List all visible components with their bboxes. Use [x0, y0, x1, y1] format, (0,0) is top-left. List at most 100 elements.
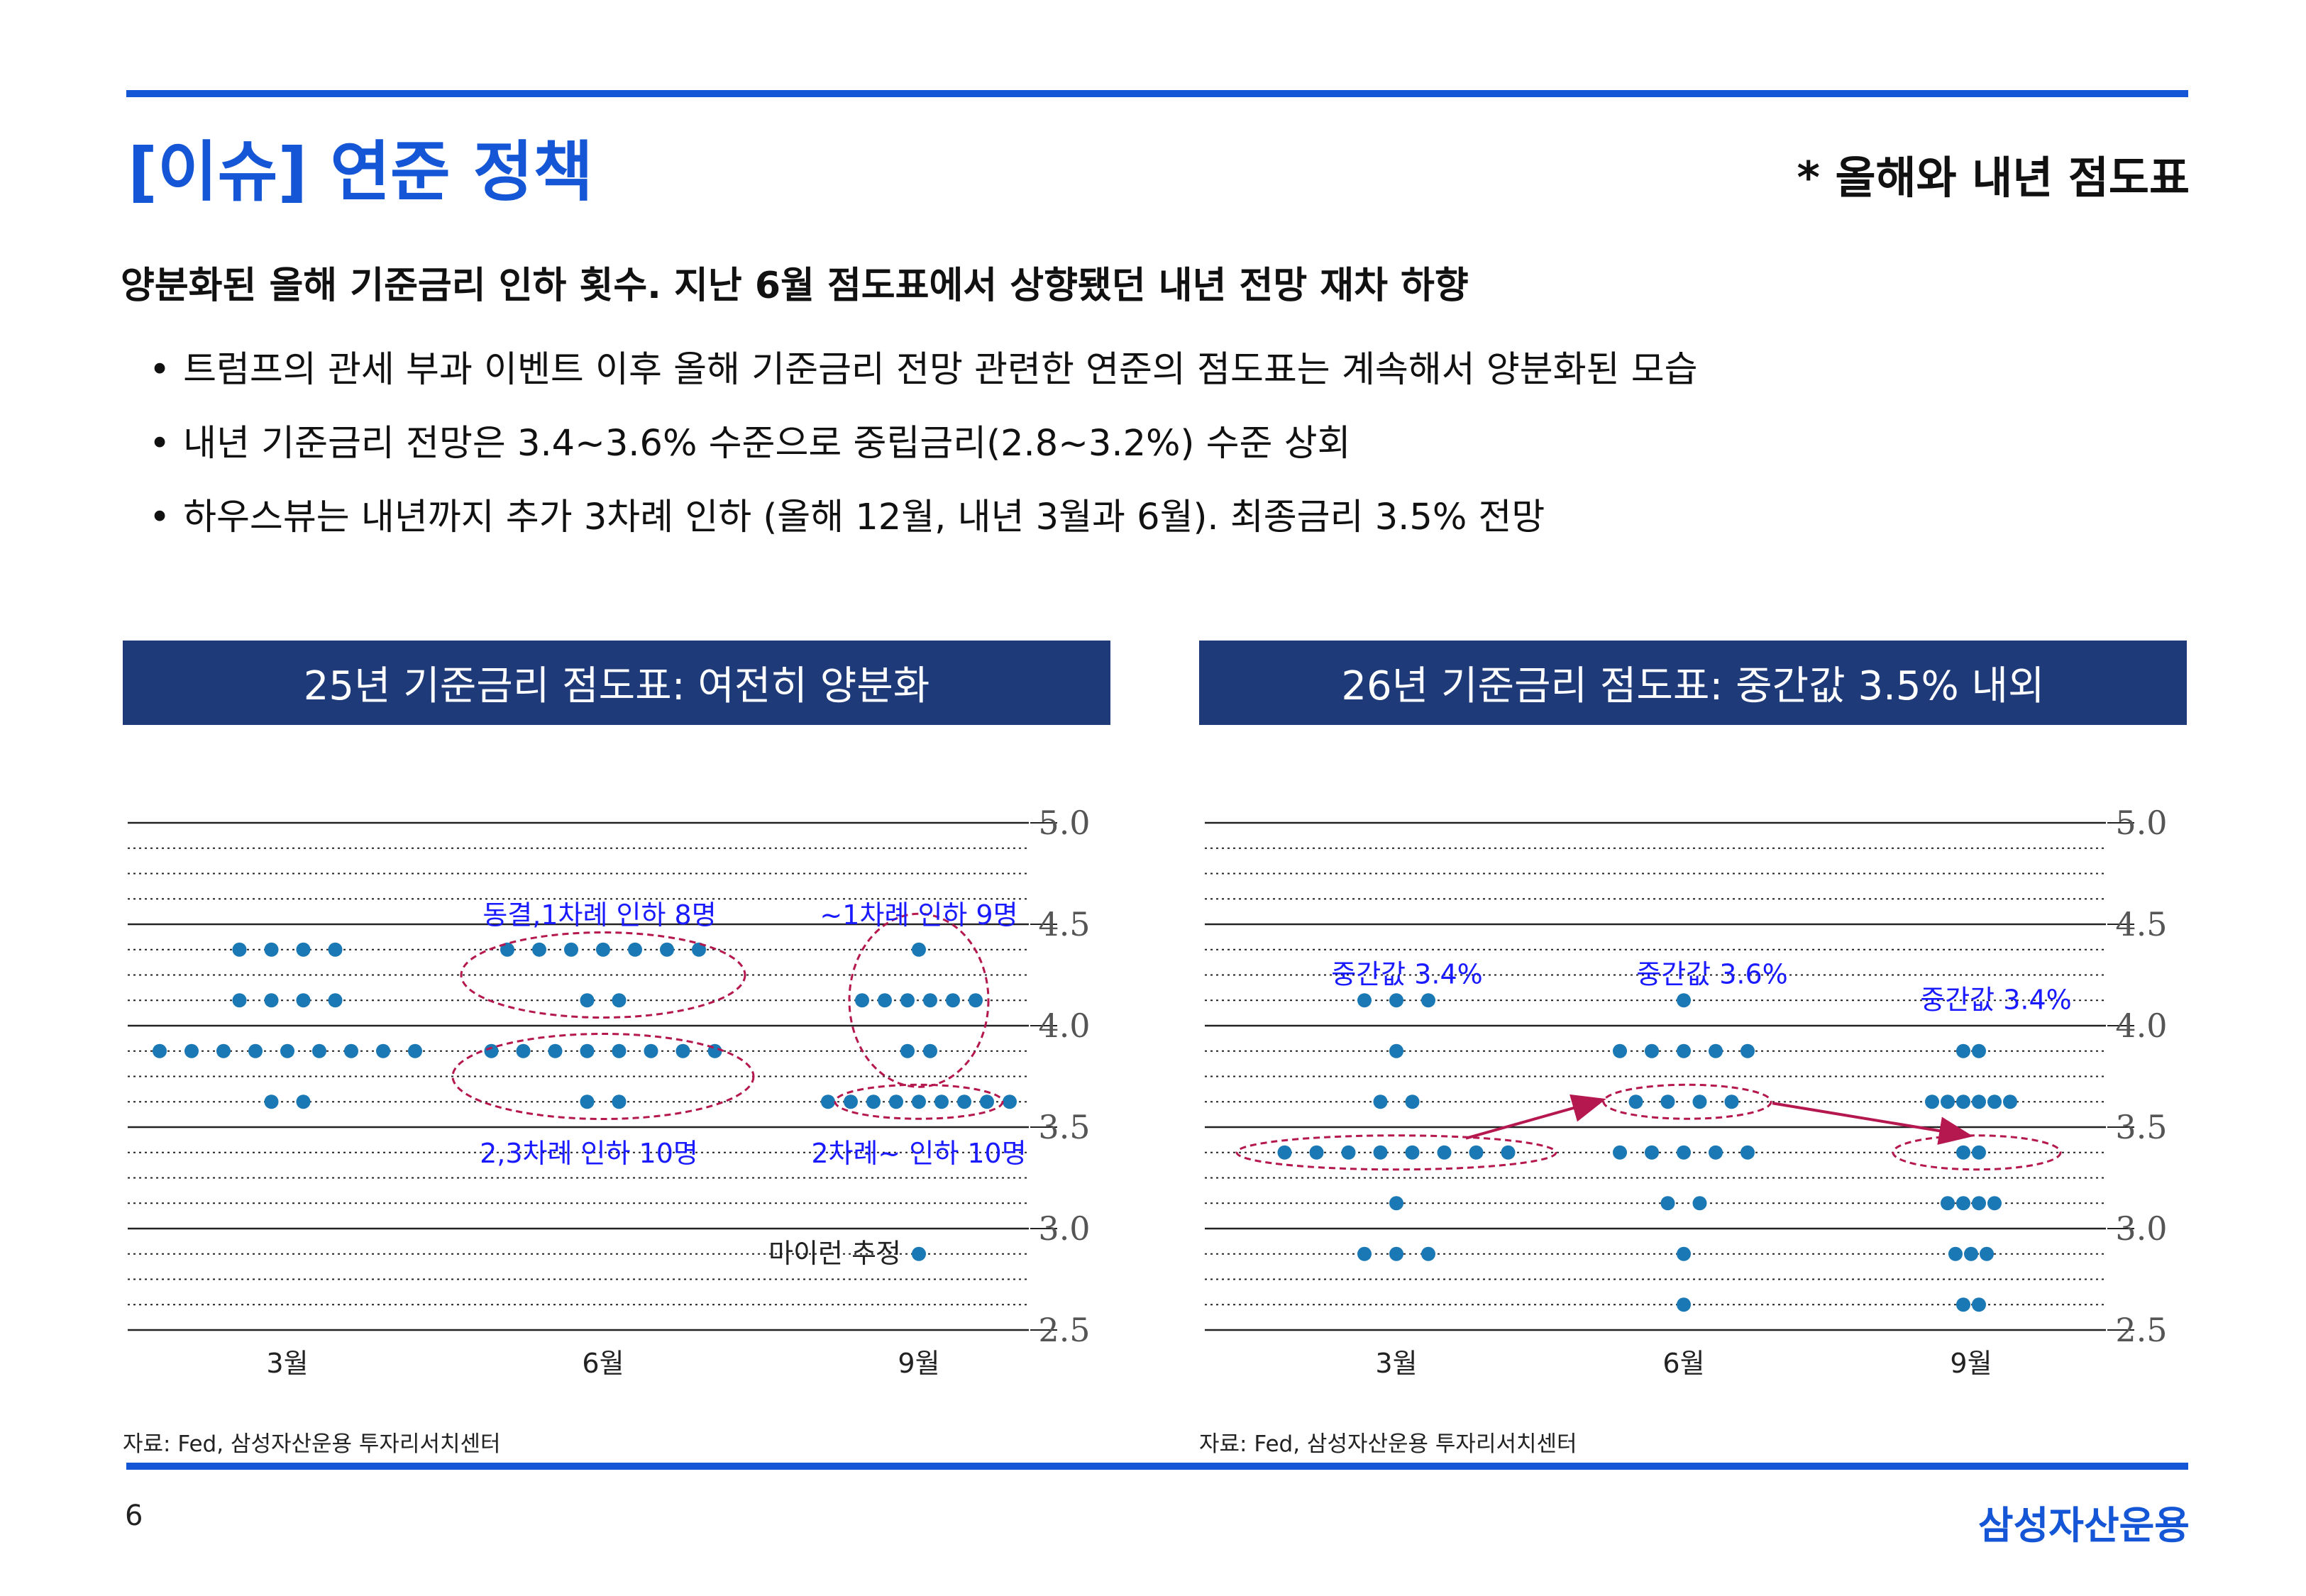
dot [612, 1043, 627, 1058]
median-label: 중간값 3.4% [1331, 959, 1483, 990]
y-tick-label: 3.5 [1038, 1108, 1090, 1146]
annotation-label: 마이런 추정 [768, 1238, 901, 1269]
dot [564, 942, 578, 957]
dot [628, 942, 642, 957]
dot [216, 1043, 231, 1058]
dot [344, 1043, 358, 1058]
bullet-item: 트럼프의 관세 부과 이벤트 이후 올해 기준금리 전망 관련한 연준의 점도표… [149, 333, 1697, 407]
dot [1972, 1145, 1986, 1160]
dot [1964, 1246, 1978, 1261]
dot [1405, 1145, 1420, 1160]
dot [1972, 1043, 1986, 1058]
dot [1956, 1043, 1970, 1058]
dot [1660, 1196, 1675, 1211]
median-ellipse [1892, 1134, 2062, 1171]
dot [484, 1043, 499, 1058]
dot [532, 942, 546, 957]
group-ellipse [848, 912, 990, 1088]
dot [1357, 1246, 1372, 1261]
dot [1437, 1145, 1452, 1160]
dot [296, 1095, 311, 1109]
dot [675, 1043, 690, 1058]
dot [923, 993, 937, 1008]
dot [1677, 993, 1691, 1008]
dot [153, 1043, 167, 1058]
dot [248, 1043, 263, 1058]
dot [264, 993, 279, 1008]
source-note: 자료: Fed, 삼성자산운용 투자리서치센터 [1199, 1431, 1577, 1457]
dot [1948, 1246, 1963, 1261]
dot [1645, 1043, 1659, 1058]
dot [1389, 1246, 1403, 1261]
dot [328, 993, 343, 1008]
dot [580, 1095, 595, 1109]
dot [1941, 1095, 1955, 1109]
dot [957, 1095, 971, 1109]
page-title: [이슈] 연준 정책 [128, 134, 593, 210]
dot [232, 993, 247, 1008]
dot [1309, 1145, 1324, 1160]
median-label: 중간값 3.4% [1920, 984, 2072, 1015]
dot [1709, 1145, 1723, 1160]
dot [376, 1043, 390, 1058]
dot [1980, 1246, 1994, 1261]
dot [500, 942, 514, 957]
source-note: 자료: Fed, 삼성자산운용 투자리서치센터 [123, 1431, 501, 1457]
dot [580, 993, 595, 1008]
dot [969, 993, 983, 1008]
median-ellipse [1235, 1134, 1557, 1171]
dot [312, 1043, 326, 1058]
dot [1469, 1145, 1484, 1160]
dot [889, 1095, 903, 1109]
dot [1501, 1145, 1516, 1160]
dot [1987, 1095, 2002, 1109]
dot [1341, 1145, 1356, 1160]
group-ellipse [834, 1083, 1004, 1120]
chart-title-2025: 25년 기준금리 점도표: 여전히 양분화 [123, 641, 1110, 725]
dot [280, 1043, 294, 1058]
x-tick-label: 3월 [266, 1348, 308, 1379]
dot [1357, 993, 1372, 1008]
dot [1677, 1145, 1691, 1160]
dot [1956, 1095, 1970, 1109]
x-tick-label: 9월 [1950, 1348, 1992, 1379]
dot [1613, 1145, 1627, 1160]
median-shift-arrow [1465, 1094, 1606, 1140]
dot [1972, 1196, 1986, 1211]
dot [946, 993, 960, 1008]
dot [612, 1095, 627, 1109]
dot [1389, 993, 1403, 1008]
dot [878, 993, 892, 1008]
annotation-label: 2차례~ 인하 10명 [811, 1138, 1026, 1169]
dot [660, 942, 674, 957]
dot [408, 1043, 422, 1058]
dot [1709, 1043, 1723, 1058]
dot [612, 993, 627, 1008]
dot [923, 1043, 937, 1058]
median-shift-arrow [1772, 1102, 1973, 1145]
dot [1389, 1043, 1403, 1058]
y-tick-label: 5.0 [2115, 804, 2167, 842]
dot [1677, 1246, 1691, 1261]
dot [912, 942, 926, 957]
annotation-label: 2,3차례 인하 10명 [480, 1138, 698, 1169]
dot-plot-2026: 5.0 4.5 4.0 3.5 3.0 2.5 3월 6월 9월 중간값 3.4% 중간값 3.6%… [1205, 804, 2168, 1379]
dot [1003, 1095, 1017, 1109]
dot [912, 1095, 926, 1109]
dot [1277, 1145, 1292, 1160]
y-tick-label: 3.5 [2115, 1108, 2167, 1146]
dot [1389, 1196, 1403, 1211]
dot [980, 1095, 994, 1109]
dot [1373, 1145, 1388, 1160]
dot [1941, 1196, 1955, 1211]
bullet-item: 내년 기준금리 전망은 3.4~3.6% 수준으로 중립금리(2.8~3.2%)… [149, 407, 1698, 481]
summary-headline: 양분화된 올해 기준금리 인하 횟수. 지난 6월 점도표에서 상향됐던 내년 … [121, 265, 1469, 307]
x-tick-label: 9월 [898, 1348, 939, 1379]
dot [296, 942, 311, 957]
dot [1972, 1297, 1986, 1312]
dot [1956, 1297, 1970, 1312]
dot [866, 1095, 881, 1109]
dot [548, 1043, 563, 1058]
dot [1660, 1095, 1675, 1109]
dot [900, 993, 915, 1008]
